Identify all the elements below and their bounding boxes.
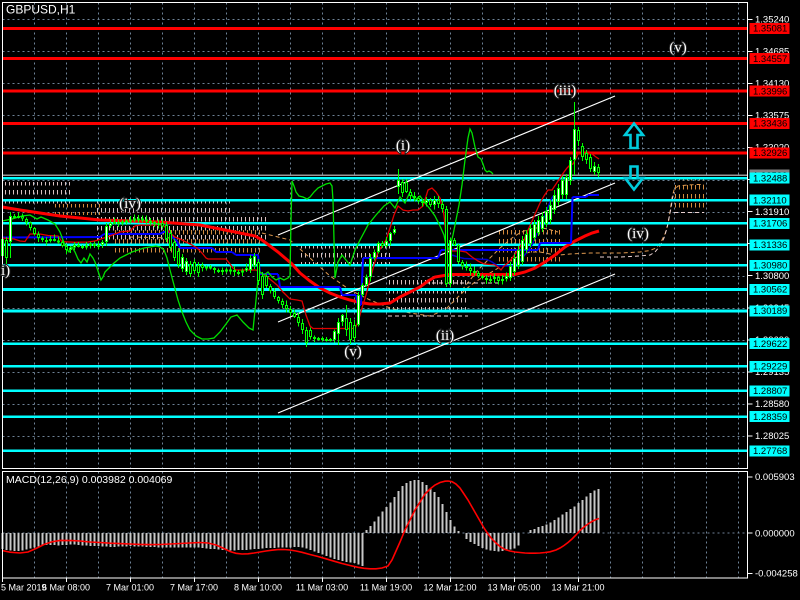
svg-text:(v): (v)	[669, 40, 687, 56]
svg-text:11 Mar 03:00: 11 Mar 03:00	[296, 583, 348, 593]
svg-text:1.28359: 1.28359	[753, 412, 787, 423]
svg-text:i): i)	[1, 263, 10, 279]
svg-text:13 Mar 21:00: 13 Mar 21:00	[551, 583, 604, 593]
svg-text:1.31910: 1.31910	[755, 207, 789, 218]
svg-text:7 Mar 01:00: 7 Mar 01:00	[106, 583, 154, 593]
svg-text:1.30980: 1.30980	[753, 261, 787, 272]
svg-text:1.30189: 1.30189	[753, 306, 787, 317]
svg-text:1.34557: 1.34557	[753, 54, 787, 65]
svg-text:1.33436: 1.33436	[753, 119, 787, 130]
svg-text:GBPUSD,H1: GBPUSD,H1	[6, 3, 76, 17]
svg-text:(i): (i)	[396, 138, 410, 154]
svg-text:0.005903: 0.005903	[755, 472, 795, 483]
svg-text:(iii): (iii)	[554, 83, 577, 99]
svg-text:MACD(12,26,9) 0.003982 0.00406: MACD(12,26,9) 0.003982 0.004069	[6, 474, 173, 486]
svg-text:1.33575: 1.33575	[755, 111, 789, 122]
svg-text:1.34685: 1.34685	[755, 47, 789, 58]
svg-text:1.34130: 1.34130	[755, 79, 789, 90]
svg-text:13 Mar 05:00: 13 Mar 05:00	[487, 583, 540, 593]
svg-text:1.32488: 1.32488	[753, 173, 787, 184]
svg-text:11 Mar 19:00: 11 Mar 19:00	[360, 583, 412, 593]
svg-text:1.30562: 1.30562	[753, 285, 787, 296]
svg-text:6 Mar 08:00: 6 Mar 08:00	[42, 583, 90, 593]
svg-text:-0.004258: -0.004258	[755, 569, 798, 580]
svg-text:1.35240: 1.35240	[755, 15, 789, 26]
svg-text:1.27768: 1.27768	[753, 446, 787, 457]
svg-text:1.28580: 1.28580	[755, 399, 789, 410]
svg-text:1.28807: 1.28807	[753, 386, 787, 397]
svg-text:12 Mar 12:00: 12 Mar 12:00	[423, 583, 476, 593]
svg-text:8 Mar 10:00: 8 Mar 10:00	[234, 583, 282, 593]
svg-text:1.29229: 1.29229	[753, 362, 787, 373]
svg-text:1.29622: 1.29622	[753, 339, 787, 350]
svg-text:1.31336: 1.31336	[753, 240, 787, 251]
svg-text:5 Mar 2019: 5 Mar 2019	[1, 583, 47, 593]
svg-text:1.31706: 1.31706	[753, 219, 787, 230]
svg-text:1.29135: 1.29135	[755, 367, 789, 378]
svg-text:7 Mar 17:00: 7 Mar 17:00	[170, 583, 218, 593]
svg-text:1.32110: 1.32110	[753, 195, 787, 206]
svg-text:(iv): (iv)	[119, 196, 141, 212]
svg-text:1.32926: 1.32926	[753, 148, 787, 159]
svg-text:0.000000: 0.000000	[755, 528, 795, 539]
svg-text:(v): (v)	[344, 344, 362, 360]
svg-text:1.28025: 1.28025	[755, 431, 789, 442]
svg-text:1.30800: 1.30800	[755, 271, 789, 282]
svg-text:1.33996: 1.33996	[753, 86, 787, 97]
svg-text:(iv): (iv)	[627, 226, 649, 242]
svg-text:1.35081: 1.35081	[753, 24, 787, 35]
svg-text:(ii): (ii)	[436, 328, 454, 344]
